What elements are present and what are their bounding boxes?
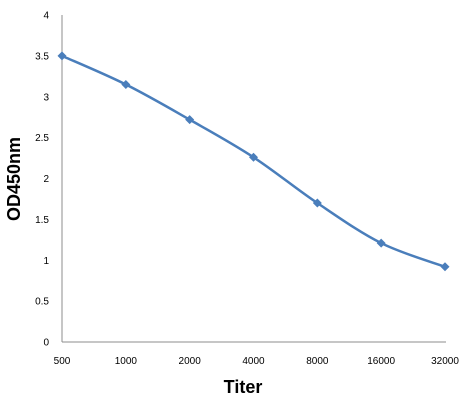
x-tick-label: 16000	[367, 356, 395, 367]
y-tick-label: 3	[43, 92, 49, 103]
x-tick-labels: 500 1000 2000 4000 8000 16000 32000	[54, 356, 460, 367]
data-point-marker	[185, 115, 195, 125]
y-tick-label: 2	[43, 174, 49, 185]
data-point-marker	[57, 51, 67, 61]
x-tick-label: 500	[54, 356, 71, 367]
x-tick-label: 32000	[431, 356, 459, 367]
y-tick-label: 0.5	[35, 297, 49, 308]
y-tick-label: 4	[43, 11, 49, 22]
y-tick-label: 2.5	[35, 133, 49, 144]
data-point-marker	[312, 198, 322, 208]
x-tick-label: 2000	[179, 356, 202, 367]
data-point-marker	[249, 152, 258, 162]
x-axis-title: Titer	[224, 377, 263, 397]
y-tick-label: 1	[43, 256, 49, 267]
y-tick-label: 3.5	[35, 51, 49, 62]
y-tick-labels: 0 0.5 1 1.5 2 2.5 3 3.5 4	[35, 11, 49, 349]
y-axis-title: OD450nm	[4, 137, 24, 221]
series-layer	[57, 51, 450, 272]
x-tick-label: 1000	[115, 356, 138, 367]
x-tick-label: 4000	[242, 356, 265, 367]
x-tick-label: 8000	[306, 356, 329, 367]
y-tick-label: 0	[43, 338, 49, 349]
data-point-marker	[440, 262, 450, 272]
y-tick-label: 1.5	[35, 215, 49, 226]
data-point-marker	[376, 238, 386, 248]
data-point-marker	[121, 79, 131, 89]
